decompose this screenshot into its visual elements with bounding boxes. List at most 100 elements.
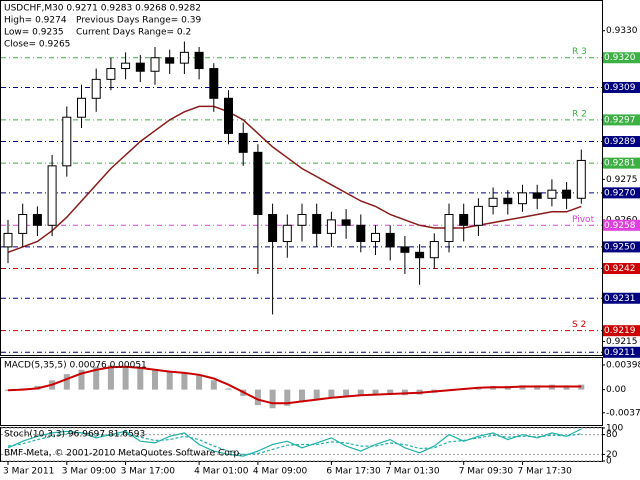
y-tick-label: 80 (606, 430, 618, 440)
candle-body (194, 51, 204, 70)
candle-body (444, 213, 454, 243)
x-tick-label: 7 Mar 17:30 (518, 467, 573, 477)
y-tick-label: 0.9330 (606, 26, 638, 36)
macd-bar (357, 389, 364, 396)
candle-body (238, 132, 248, 153)
candle-body (47, 165, 57, 226)
macd-bar (63, 374, 70, 390)
macd-bar (78, 369, 85, 390)
copyright: BMF-Meta, © 2001-2010 MetaQuotes Softwar… (4, 449, 242, 459)
macd-bar (122, 366, 129, 390)
panel-title: Stoch(10,3,3) 96.9697 81.6593 (4, 430, 145, 440)
macd-bar (269, 389, 276, 409)
stoch-line (7, 431, 582, 456)
candle-body (62, 116, 72, 167)
candle-body (356, 224, 366, 243)
level-label: 0.9231 (604, 294, 636, 304)
y-tick-label: -0.00373 (606, 408, 640, 418)
candle-body (106, 68, 116, 80)
macd-bar (299, 389, 305, 403)
x-tick-label: 7 Mar 09:30 (459, 467, 514, 477)
x-tick-label: 7 Mar 01:30 (385, 467, 440, 477)
candle-body (179, 51, 189, 64)
level-label-bg (603, 114, 640, 126)
level-label: 0.9289 (604, 137, 636, 147)
candle-body (532, 192, 542, 199)
y-tick-label: 20 (606, 450, 618, 460)
candle-body (547, 189, 557, 199)
candle-body (121, 62, 131, 70)
candle-body (415, 251, 425, 259)
x-tick-label: 3 Mar 09:00 (62, 467, 117, 477)
info-text: USDCHF,M30 0.9271 0.9283 0.9268 0.9282 (4, 4, 201, 14)
signal-line (7, 365, 582, 405)
x-tick-label: 4 Mar 09:00 (253, 467, 308, 477)
y-tick-label: 0.00 (606, 385, 626, 395)
y-tick-label: 100 (606, 424, 623, 434)
candle-body (341, 219, 351, 226)
macd-bar (210, 380, 217, 390)
level-label: 0.9320 (604, 53, 636, 63)
candle-body (91, 78, 101, 99)
candle-body (253, 151, 263, 215)
candle-body (209, 68, 219, 99)
stoch-line (7, 428, 582, 457)
y-tick-label: 0.9275 (606, 175, 638, 185)
level-label: 0.9211 (604, 348, 636, 358)
level-label: 0.9250 (604, 242, 636, 252)
level-label: 0.9309 (604, 83, 636, 93)
macd-bar (196, 374, 203, 390)
level-label-bg (603, 346, 640, 358)
candle-body (165, 57, 175, 64)
candle-body (429, 241, 439, 259)
level-label-bg (603, 325, 640, 337)
candle-body (32, 213, 42, 226)
candle-body (371, 232, 380, 243)
y-tick-label: 0.9215 (606, 337, 638, 347)
candle-body (459, 213, 469, 226)
macd-bar (254, 389, 261, 406)
candle-body (312, 213, 322, 234)
level-label-bg (603, 157, 640, 169)
level-name: S 2 (572, 320, 586, 330)
level-name: Pivot (572, 215, 595, 225)
macd-bar (181, 372, 188, 390)
level-label-bg (603, 52, 640, 64)
candle-body (503, 197, 513, 205)
level-label-bg (603, 187, 640, 199)
level-name: R 3 (572, 47, 587, 57)
candle-body (576, 159, 586, 199)
level-label-bg (603, 219, 640, 231)
macd-bar (387, 389, 394, 395)
macd-bar (152, 369, 158, 390)
panel-title: MACD(5,35,5) 0.00076 0.00051 (4, 361, 147, 371)
candle-body (135, 62, 145, 72)
candle-body (18, 213, 28, 234)
candle-body (385, 232, 395, 248)
macd-bar (328, 389, 335, 398)
candle-body (562, 189, 572, 199)
candle-body (473, 205, 483, 226)
x-tick-label: 4 Mar 01:00 (194, 467, 249, 477)
level-label-bg (603, 292, 640, 304)
level-label-bg (603, 81, 640, 93)
level-label: 0.9281 (604, 159, 636, 169)
candle-body (224, 97, 233, 134)
level-label: 0.9297 (604, 115, 636, 125)
info-text: Current Days Range= 0.2 (76, 28, 191, 38)
macd-bar (107, 365, 114, 390)
level-label-bg (603, 136, 640, 148)
x-tick-label: 3 Mar 2011 (3, 467, 54, 477)
level-label: 0.9219 (604, 326, 636, 336)
level-name: R 2 (572, 109, 587, 119)
macd-bar (372, 389, 379, 395)
level-label-bg (603, 263, 640, 275)
candle-body (297, 213, 307, 226)
level-label-bg (603, 241, 640, 253)
macd-bar (313, 389, 320, 400)
macd-bar (225, 388, 232, 390)
moving-average (7, 105, 582, 254)
y-tick-label: 0.00398 (606, 360, 640, 370)
info-text: Low= 0.9235 (4, 28, 64, 38)
